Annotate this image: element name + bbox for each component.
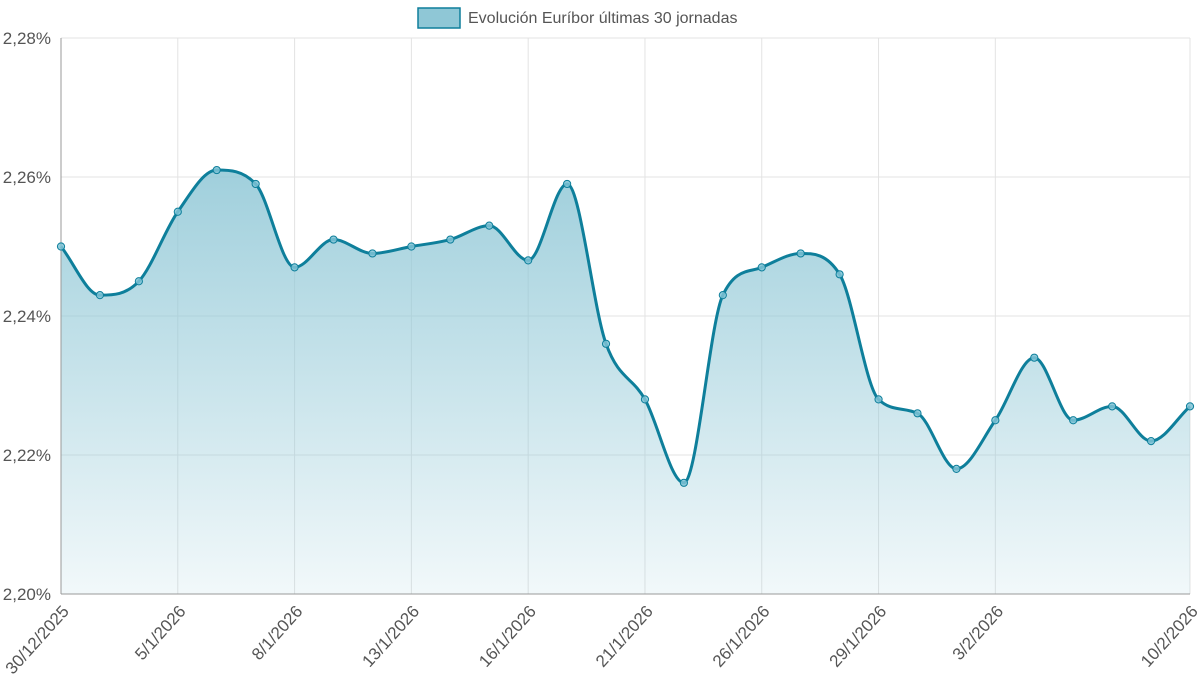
- data-point[interactable]: [718, 291, 727, 300]
- data-point[interactable]: [1185, 402, 1195, 411]
- legend-label[interactable]: Evolución Euríbor últimas 30 jornadas: [468, 10, 737, 27]
- x-tick-label: 13/1/2026: [358, 602, 423, 671]
- data-point[interactable]: [134, 277, 143, 286]
- data-point[interactable]: [407, 242, 416, 251]
- data-point[interactable]: [95, 291, 105, 300]
- data-point[interactable]: [679, 478, 688, 487]
- legend-swatch[interactable]: [417, 7, 461, 29]
- data-point[interactable]: [601, 339, 611, 348]
- area-layer: [59, 168, 1192, 595]
- y-tick-labels: 2,20% 2,22% 2,24% 2,26% 2,28%: [3, 29, 51, 604]
- x-tick-label: 3/2/2026: [949, 602, 1007, 664]
- data-point[interactable]: [368, 249, 377, 258]
- axes: [60, 38, 1190, 595]
- x-tick-label: 26/1/2026: [709, 602, 774, 671]
- data-point[interactable]: [290, 263, 299, 272]
- data-point[interactable]: [485, 221, 494, 230]
- x-tick-label: 5/1/2026: [131, 602, 189, 664]
- data-point[interactable]: [835, 270, 844, 279]
- data-point[interactable]: [874, 395, 883, 404]
- x-tick-label: 29/1/2026: [826, 602, 891, 671]
- series-area-fill: [61, 170, 1190, 595]
- y-tick-label: 2,20%: [3, 585, 51, 604]
- x-tick-label: 21/1/2026: [592, 602, 657, 671]
- data-point[interactable]: [1030, 353, 1039, 362]
- y-tick-label: 2,22%: [3, 446, 51, 465]
- data-point[interactable]: [212, 165, 221, 175]
- data-point[interactable]: [173, 207, 182, 216]
- y-tick-label: 2,28%: [3, 29, 51, 48]
- legend[interactable]: Evolución Euríbor últimas 30 jornadas: [417, 7, 737, 29]
- data-point[interactable]: [640, 395, 650, 404]
- data-point[interactable]: [56, 242, 66, 251]
- data-point[interactable]: [757, 263, 766, 272]
- y-tick-label: 2,26%: [3, 168, 51, 187]
- data-point[interactable]: [1146, 437, 1156, 446]
- data-points: [56, 165, 1195, 487]
- x-tick-label: 16/1/2026: [475, 602, 540, 671]
- data-point[interactable]: [251, 179, 260, 189]
- data-point[interactable]: [913, 409, 922, 418]
- data-point[interactable]: [524, 256, 533, 265]
- data-point[interactable]: [796, 249, 805, 258]
- x-tick-labels: 30/12/2025 5/1/2026 8/1/2026 13/1/2026 16/1/…: [2, 602, 1200, 678]
- data-point[interactable]: [1108, 402, 1117, 411]
- data-point[interactable]: [991, 416, 1000, 425]
- y-tick-label: 2,24%: [3, 307, 51, 326]
- data-point[interactable]: [329, 235, 338, 244]
- data-point[interactable]: [563, 179, 572, 189]
- x-tick-label: 30/12/2025: [2, 602, 73, 678]
- data-point[interactable]: [952, 464, 961, 473]
- x-tick-label: 10/2/2026: [1137, 602, 1200, 671]
- data-point[interactable]: [1069, 416, 1078, 425]
- data-point[interactable]: [446, 235, 455, 244]
- x-tick-label: 8/1/2026: [248, 602, 306, 664]
